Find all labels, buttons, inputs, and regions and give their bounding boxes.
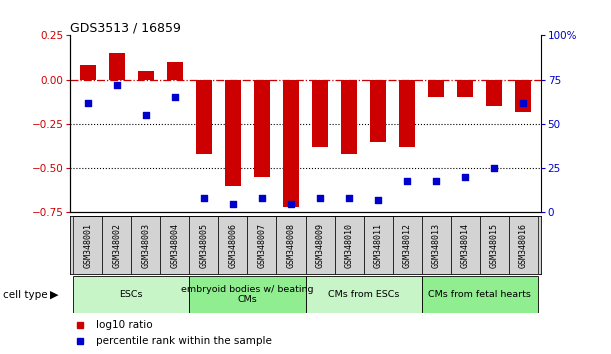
Bar	[109, 53, 125, 80]
Text: GSM348011: GSM348011	[373, 223, 382, 268]
Text: GSM348006: GSM348006	[229, 223, 238, 268]
Bar	[422, 216, 451, 274]
Bar	[370, 80, 386, 142]
Point	[257, 195, 267, 201]
Text: GSM348015: GSM348015	[490, 223, 499, 268]
Bar	[189, 276, 306, 313]
Bar	[283, 80, 299, 207]
Text: GSM348003: GSM348003	[141, 223, 150, 268]
Text: GDS3513 / 16859: GDS3513 / 16859	[70, 21, 181, 34]
Bar	[160, 216, 189, 274]
Text: GSM348004: GSM348004	[170, 223, 179, 268]
Point	[373, 197, 383, 203]
Text: GSM348005: GSM348005	[199, 223, 208, 268]
Point	[489, 165, 499, 171]
Text: GSM348007: GSM348007	[257, 223, 266, 268]
Point	[228, 201, 238, 206]
Bar	[509, 216, 538, 274]
Text: ▶: ▶	[49, 290, 58, 300]
Text: CMs from fetal hearts: CMs from fetal hearts	[428, 290, 531, 299]
Bar	[306, 276, 422, 313]
Text: GSM348001: GSM348001	[83, 223, 92, 268]
Bar	[196, 80, 212, 154]
Bar	[131, 216, 160, 274]
Bar	[218, 216, 247, 274]
Point	[199, 195, 209, 201]
Bar	[73, 216, 102, 274]
Text: GSM348013: GSM348013	[432, 223, 441, 268]
Text: percentile rank within the sample: percentile rank within the sample	[96, 336, 272, 346]
Text: GSM348009: GSM348009	[315, 223, 324, 268]
Text: cell type: cell type	[3, 290, 48, 300]
Bar	[102, 216, 131, 274]
Bar	[312, 80, 328, 147]
Bar	[335, 216, 364, 274]
Text: GSM348012: GSM348012	[403, 223, 412, 268]
Text: embryoid bodies w/ beating
CMs: embryoid bodies w/ beating CMs	[181, 285, 313, 304]
Bar	[515, 80, 532, 112]
Text: ESCs: ESCs	[120, 290, 143, 299]
Point	[286, 201, 296, 206]
Bar	[138, 71, 154, 80]
Bar	[393, 216, 422, 274]
Point	[83, 100, 93, 105]
Point	[112, 82, 122, 88]
Bar	[254, 80, 270, 177]
Bar	[428, 80, 444, 97]
Bar	[225, 80, 241, 186]
Bar	[422, 276, 538, 313]
Bar	[73, 276, 189, 313]
Bar	[480, 216, 509, 274]
Bar	[276, 216, 306, 274]
Bar	[306, 216, 335, 274]
Bar	[364, 216, 393, 274]
Text: GSM348008: GSM348008	[287, 223, 296, 268]
Point	[402, 178, 412, 183]
Text: GSM348016: GSM348016	[519, 223, 528, 268]
Point	[431, 178, 441, 183]
Text: GSM348002: GSM348002	[112, 223, 121, 268]
Bar	[167, 62, 183, 80]
Bar	[451, 216, 480, 274]
Text: GSM348014: GSM348014	[461, 223, 470, 268]
Bar	[486, 80, 502, 106]
Bar	[247, 216, 276, 274]
Bar	[79, 65, 96, 80]
Text: log10 ratio: log10 ratio	[96, 320, 153, 330]
Text: GSM348010: GSM348010	[345, 223, 354, 268]
Bar	[399, 80, 415, 147]
Point	[141, 112, 151, 118]
Bar	[457, 80, 473, 97]
Point	[170, 95, 180, 100]
Point	[315, 195, 325, 201]
Point	[344, 195, 354, 201]
Point	[460, 174, 470, 180]
Bar	[189, 216, 218, 274]
Text: CMs from ESCs: CMs from ESCs	[328, 290, 399, 299]
Point	[518, 100, 528, 105]
Bar	[341, 80, 357, 154]
